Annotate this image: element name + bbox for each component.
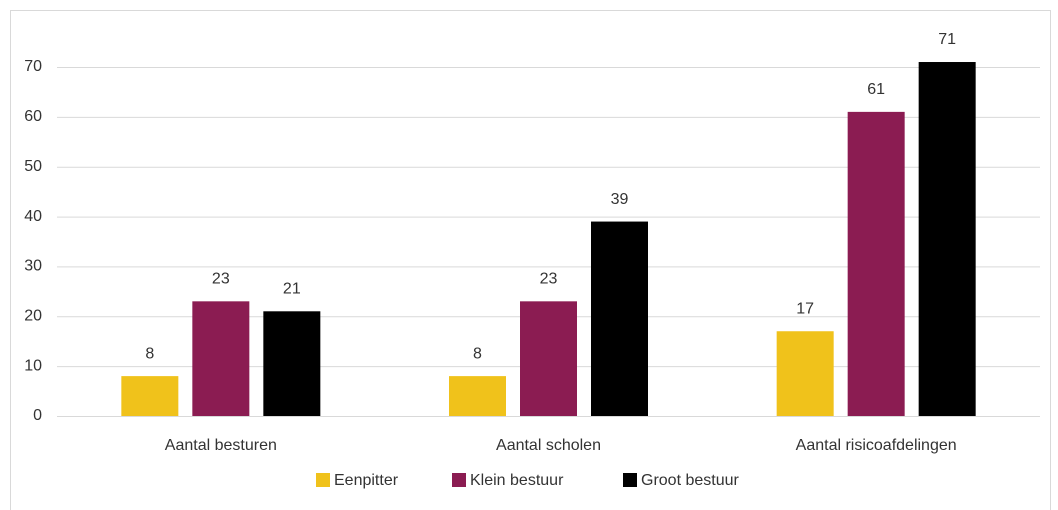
bar	[263, 311, 321, 416]
y-tick-label: 50	[24, 158, 42, 175]
value-label: 21	[283, 281, 301, 298]
bar	[918, 62, 976, 417]
bar	[192, 301, 250, 416]
legend-swatch	[316, 473, 330, 487]
y-tick-label: 60	[24, 108, 42, 125]
y-tick-label: 40	[24, 208, 42, 225]
y-tick-label: 30	[24, 258, 42, 275]
legend-label: Groot bestuur	[641, 472, 740, 489]
x-tick-label: Aantal scholen	[496, 437, 601, 454]
y-tick-label: 70	[24, 58, 42, 75]
x-tick-label: Aantal besturen	[165, 437, 277, 454]
legend-swatch	[452, 473, 466, 487]
y-tick-label: 0	[33, 407, 42, 424]
x-tick-label: Aantal risicoafdelingen	[796, 437, 957, 454]
y-tick-label: 10	[24, 357, 42, 374]
value-label: 8	[473, 345, 482, 362]
bar	[520, 301, 577, 416]
value-label: 23	[540, 271, 558, 288]
legend-swatch	[623, 473, 637, 487]
bar	[449, 376, 506, 416]
value-label: 39	[611, 191, 629, 208]
value-label: 8	[145, 345, 154, 362]
chart-border	[10, 10, 1051, 510]
legend-label: Klein bestuur	[470, 472, 564, 489]
value-label: 23	[212, 271, 230, 288]
bar	[591, 221, 648, 416]
y-tick-label: 20	[24, 308, 42, 325]
bar	[121, 376, 179, 416]
value-label: 71	[938, 31, 956, 48]
legend-label: Eenpitter	[334, 472, 399, 489]
bar	[847, 111, 905, 416]
value-label: 61	[867, 81, 885, 98]
bar	[776, 331, 834, 416]
value-label: 17	[796, 300, 814, 317]
